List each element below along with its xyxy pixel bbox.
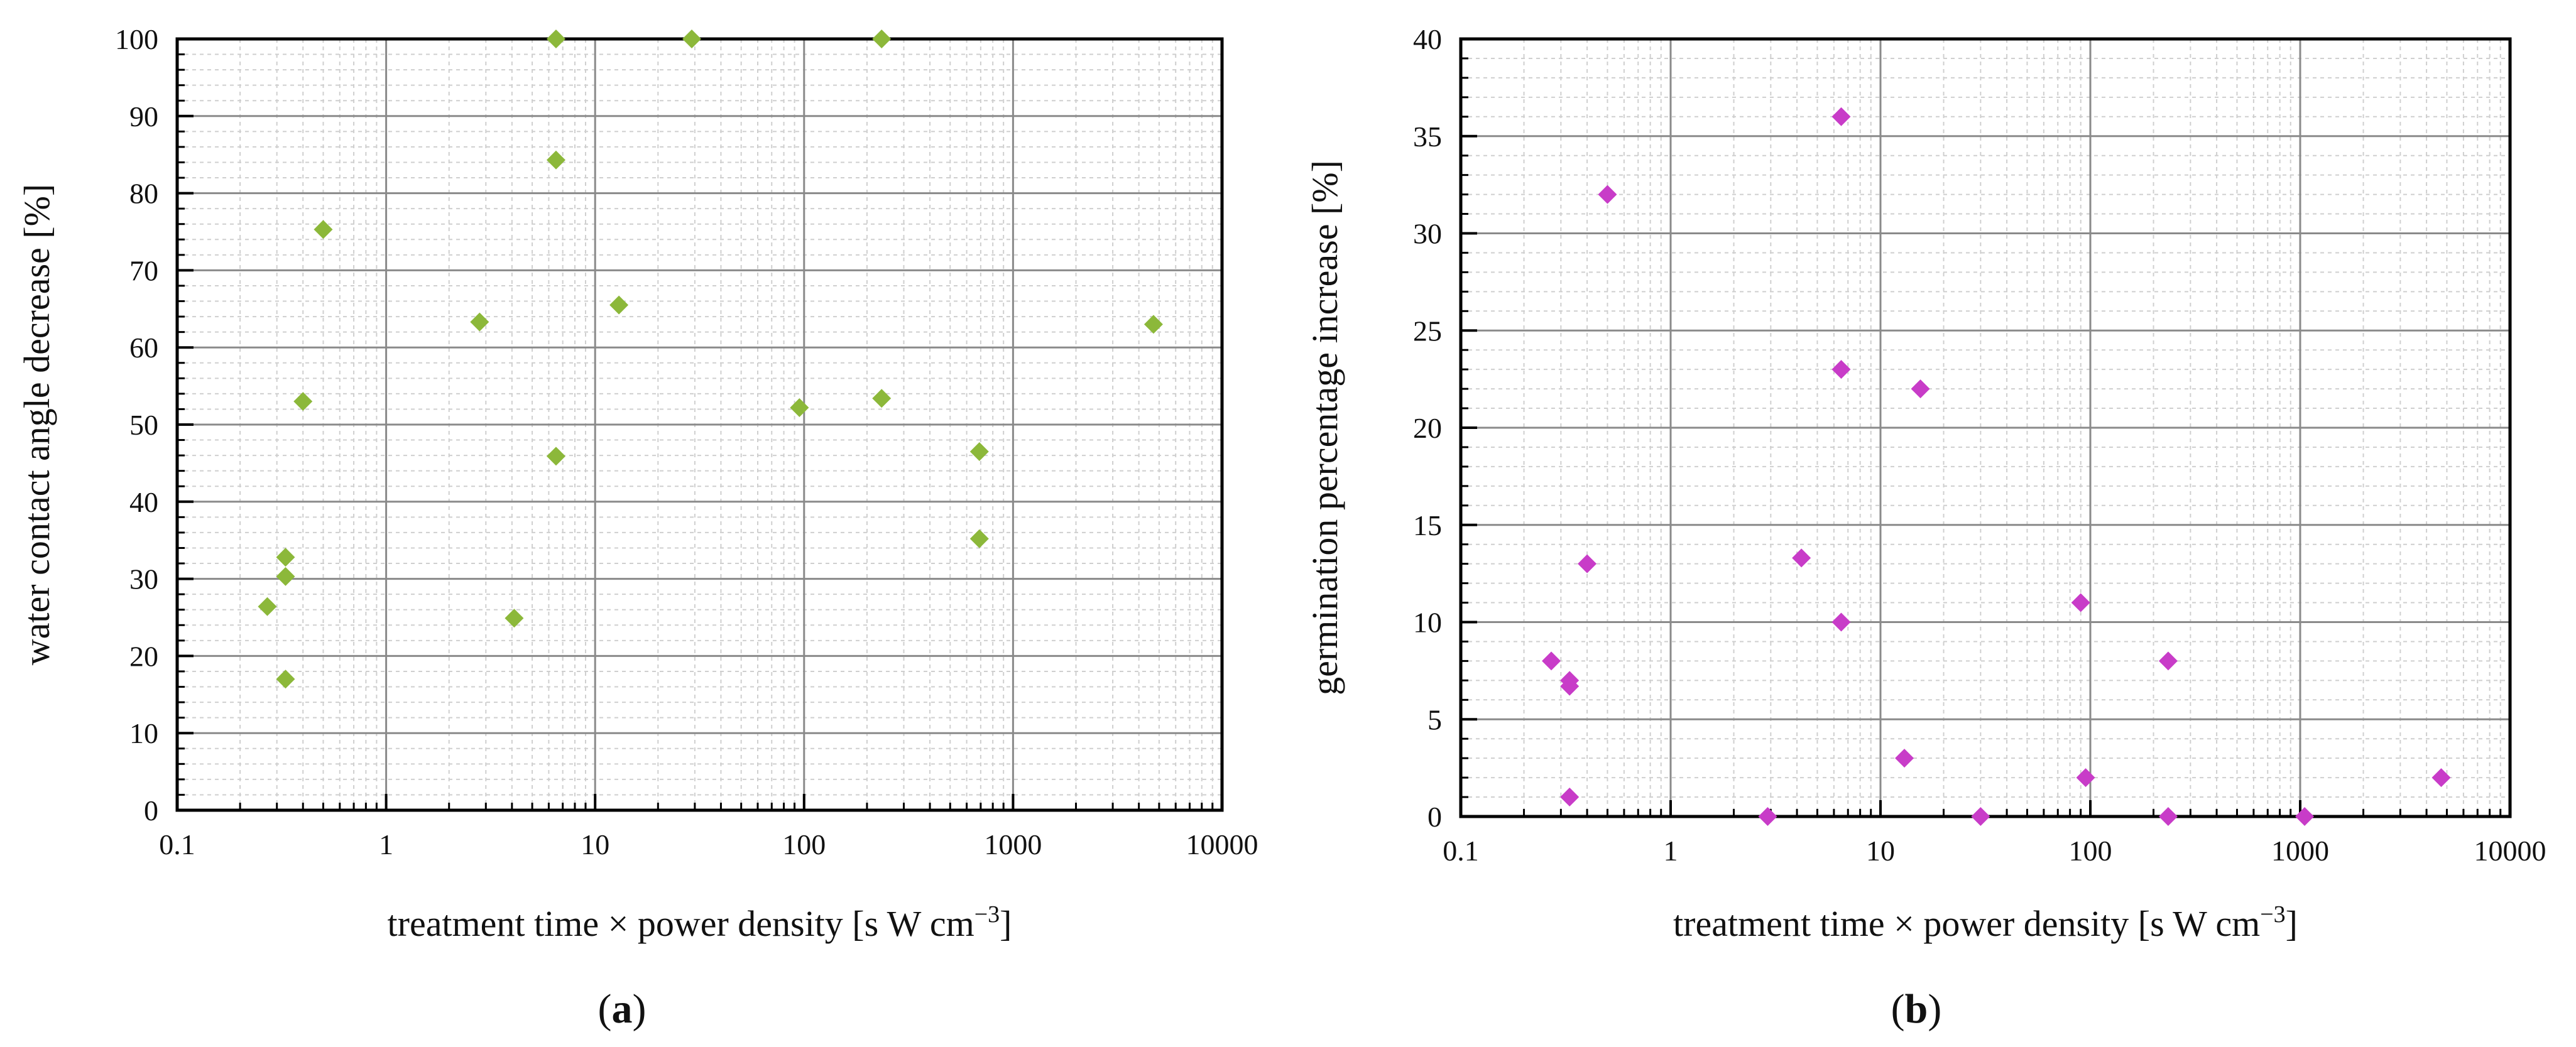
panel-a-x-axis-title: treatment time × power density [s W cm−3… bbox=[388, 901, 1012, 944]
panel-b-data-point bbox=[1560, 676, 1580, 696]
panel-b-grid bbox=[1460, 38, 2511, 818]
panel-b-data-point bbox=[1578, 554, 1597, 573]
panel-b-data-point bbox=[1758, 807, 1777, 826]
panel-a-x-tick-label: 100 bbox=[782, 828, 826, 860]
panel-a-data-point bbox=[546, 30, 565, 48]
panel-a-y-tick-label: 10 bbox=[129, 717, 158, 749]
panel-a-data-point bbox=[546, 447, 565, 466]
panel-b-data-point bbox=[2158, 651, 2178, 671]
panel-a-x-axis-title-sup: −3 bbox=[974, 901, 1000, 928]
panel-a-label-letter: a bbox=[612, 986, 633, 1032]
panel-b-y-tick-label: 35 bbox=[1413, 121, 1442, 153]
panel-b: 0.1 1 10 100 1000 10000 0 5 10 15 20 25 30 35 40 treat… bbox=[1304, 23, 2546, 1032]
panel-a-data-point bbox=[276, 548, 295, 567]
panel-b-y-tick-label: 40 bbox=[1413, 23, 1442, 55]
panel-a-data-point bbox=[682, 30, 701, 48]
panel-b-x-tick-label: 10000 bbox=[2474, 835, 2546, 867]
panel-b-x-tick-label: 100 bbox=[2069, 835, 2112, 867]
panel-b-data-point bbox=[1542, 651, 1561, 671]
panel-a-grid bbox=[176, 38, 1223, 811]
panel-a-data-point bbox=[872, 30, 892, 48]
panel-a-ticks: 0.1 1 10 100 1000 10000 0 10 20 30 40 50 60 70 80 90 100 bbox=[115, 23, 1258, 860]
panel-a-y-tick-label: 30 bbox=[129, 563, 158, 595]
panel-a-x-axis-title-end: ] bbox=[1000, 903, 1012, 944]
panel-a-points bbox=[258, 30, 1163, 689]
panel-a-data-point bbox=[276, 567, 295, 586]
panel-a-data-point bbox=[872, 389, 892, 408]
panel-a-y-tick-label: 90 bbox=[129, 100, 158, 133]
panel-a-label-open: ( bbox=[598, 986, 612, 1032]
panel-b-x-axis-title-end: ] bbox=[2286, 903, 2298, 944]
panel-b-x-tick-label: 1 bbox=[1664, 835, 1678, 867]
panel-b-data-point bbox=[1895, 749, 1914, 768]
panel-b-label-letter: b bbox=[1905, 986, 1928, 1032]
panel-b-label-close: ) bbox=[1928, 986, 1941, 1032]
panel-b-y-tick-label: 0 bbox=[1427, 801, 1442, 833]
panel-b-data-point bbox=[1831, 107, 1851, 126]
panel-a-data-point bbox=[1143, 315, 1163, 334]
panel-b-points bbox=[1542, 107, 2451, 826]
panel-a-y-tick-label: 20 bbox=[129, 640, 158, 672]
panel-b-y-tick-label: 25 bbox=[1413, 315, 1442, 347]
panel-b-x-axis-title: treatment time × power density [s W cm−3… bbox=[1673, 901, 2298, 944]
panel-a-data-point bbox=[546, 150, 565, 170]
panel-b-data-point bbox=[2431, 768, 2451, 788]
panel-b-data-point bbox=[2295, 807, 2315, 826]
panel-b-data-point bbox=[1971, 807, 1990, 826]
panel-b-y-axis-title: germination percentage increase [%] bbox=[1304, 160, 1345, 695]
panel-a-data-point bbox=[790, 398, 809, 417]
panel-a-y-tick-label: 60 bbox=[129, 332, 158, 364]
panel-a-x-tick-label: 10000 bbox=[1186, 828, 1258, 860]
panel-b-y-tick-label: 5 bbox=[1427, 703, 1442, 735]
panel-a-x-tick-label: 1000 bbox=[984, 828, 1042, 860]
panel-a-x-axis-title-main: treatment time × power density [s W cm bbox=[388, 903, 974, 944]
panel-b-data-point bbox=[1831, 360, 1851, 379]
panel-a-data-point bbox=[276, 670, 295, 689]
panel-a-y-axis-title: water contact angle decrease [%] bbox=[16, 184, 57, 665]
panel-b-label-open: ( bbox=[1891, 986, 1905, 1032]
panel-a-data-point bbox=[505, 609, 524, 628]
panel-b-label: (b) bbox=[1891, 986, 1942, 1032]
panel-b-data-point bbox=[1792, 548, 1811, 568]
panel-a-data-point bbox=[969, 442, 989, 461]
panel-a-x-tick-label: 10 bbox=[581, 828, 609, 860]
panel-b-y-tick-label: 30 bbox=[1413, 218, 1442, 250]
panel-b-data-point bbox=[2158, 807, 2178, 826]
panel-a-y-tick-label: 80 bbox=[129, 178, 158, 210]
panel-a-y-tick-label: 100 bbox=[115, 23, 158, 55]
panel-a-label: (a) bbox=[598, 986, 647, 1032]
panel-a-data-point bbox=[609, 295, 629, 315]
panel-b-y-tick-label: 20 bbox=[1413, 412, 1442, 444]
panel-b-y-tick-label: 10 bbox=[1413, 607, 1442, 639]
panel-b-x-tick-label: 1000 bbox=[2271, 835, 2329, 867]
panel-a-x-tick-label: 0.1 bbox=[159, 828, 195, 860]
panel-a-data-point bbox=[314, 220, 333, 239]
panel-b-x-axis-title-main: treatment time × power density [s W cm bbox=[1673, 903, 2260, 944]
panel-b-ticks: 0.1 1 10 100 1000 10000 0 5 10 15 20 25 30 35 40 bbox=[1413, 23, 2546, 867]
panel-a-data-point bbox=[470, 312, 489, 332]
panel-b-data-point bbox=[1560, 788, 1580, 807]
panel-a-data-point bbox=[293, 392, 313, 411]
panel-b-data-point bbox=[1911, 379, 1930, 399]
panel-b-x-tick-label: 0.1 bbox=[1443, 835, 1479, 867]
panel-a-y-tick-label: 40 bbox=[129, 486, 158, 518]
panel-b-data-point bbox=[2071, 593, 2090, 612]
panel-b-x-axis-title-sup: −3 bbox=[2260, 901, 2285, 928]
panel-b-data-point bbox=[1598, 185, 1617, 204]
panel-a-x-tick-label: 1 bbox=[379, 828, 393, 860]
panel-a-y-tick-label: 70 bbox=[129, 254, 158, 286]
panel-b-data-point bbox=[1831, 612, 1851, 632]
panel-a-y-tick-label: 0 bbox=[144, 795, 158, 827]
panel-a-data-point bbox=[258, 597, 277, 616]
panel-b-data-point bbox=[2076, 768, 2095, 788]
panel-a-label-close: ) bbox=[633, 986, 647, 1032]
panel-b-y-tick-label: 15 bbox=[1413, 509, 1442, 541]
panel-b-x-tick-label: 10 bbox=[1866, 835, 1895, 867]
panel-a-data-point bbox=[969, 529, 989, 548]
panel-a: 0.1 1 10 100 1000 10000 0 10 20 30 40 50 60 70 80 90 100… bbox=[16, 23, 1258, 1032]
panel-a-y-tick-label: 50 bbox=[129, 409, 158, 441]
